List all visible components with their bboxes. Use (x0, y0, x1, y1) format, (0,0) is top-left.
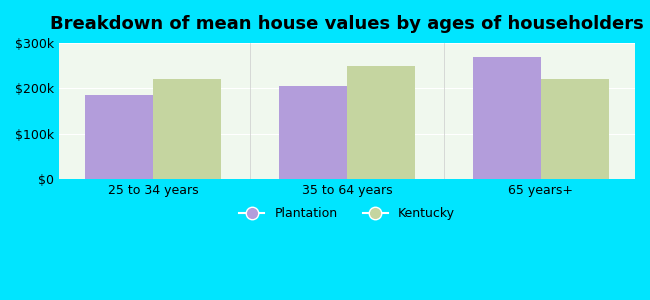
Bar (347, 66, 415, 179)
Bar (153, 79, 221, 179)
Bar (85, 95, 153, 179)
Bar (473, 56, 541, 179)
Bar (279, 86, 347, 179)
Bar (541, 79, 609, 179)
Title: Breakdown of mean house values by ages of householders: Breakdown of mean house values by ages o… (50, 15, 644, 33)
Legend: Plantation, Kentucky: Plantation, Kentucky (235, 202, 460, 225)
